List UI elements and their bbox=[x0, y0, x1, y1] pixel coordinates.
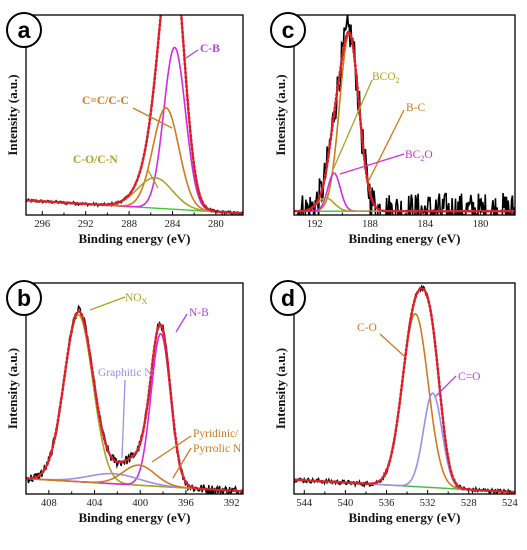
fit-envelope bbox=[26, 309, 243, 493]
panel-letter-badge bbox=[270, 280, 306, 316]
x-tick-label: 404 bbox=[87, 498, 104, 509]
panel-letter: a bbox=[18, 17, 31, 43]
annotation-label: N-B bbox=[189, 307, 209, 319]
annotation-label: Pyridinic/ bbox=[193, 428, 239, 440]
x-tick-label: 532 bbox=[420, 498, 436, 509]
fit-envelope bbox=[294, 286, 515, 494]
x-tick-label: 524 bbox=[502, 498, 519, 509]
annotation-label: BC2O bbox=[405, 149, 433, 163]
x-axis-title: Binding energy (eV) bbox=[349, 510, 461, 525]
component-c-c-c-c bbox=[26, 107, 243, 215]
plot-area bbox=[294, 284, 515, 494]
raw-data-line bbox=[26, 304, 243, 494]
annotation-leader bbox=[121, 379, 126, 459]
panel-a: 296 292 288 284 280 Binding energy (eV) Intens… bbox=[5, 12, 244, 246]
annotation-leader bbox=[379, 333, 405, 357]
plot-area bbox=[26, 304, 243, 494]
x-tick-label: 536 bbox=[379, 498, 395, 509]
y-axis-title: Intensity (a.u.) bbox=[5, 348, 20, 429]
panel-letter: c bbox=[282, 17, 295, 43]
raw-data-line bbox=[294, 284, 515, 494]
x-tick-label: 400 bbox=[132, 498, 148, 509]
component-b-c bbox=[294, 33, 515, 212]
x-tick-label: 292 bbox=[78, 219, 94, 230]
plot-frame bbox=[25, 14, 244, 216]
x-tick-label: 396 bbox=[178, 498, 194, 509]
annotation-label: BCO2 bbox=[372, 71, 400, 85]
annotation-leader bbox=[435, 375, 457, 397]
fit-envelope bbox=[26, 15, 243, 215]
x-axis-title: Binding energy (eV) bbox=[79, 231, 191, 246]
annotation-leader bbox=[175, 313, 188, 333]
component-c-o bbox=[294, 392, 515, 494]
x-axis-title: Binding energy (eV) bbox=[349, 231, 461, 246]
panel-b: 408 404 400 396 392 Binding energy (eV) Intens… bbox=[5, 280, 244, 525]
x-tick-label: 180 bbox=[473, 219, 489, 230]
plot-frame bbox=[293, 14, 516, 216]
x-tick-label: 296 bbox=[34, 219, 50, 230]
x-tick-label: 540 bbox=[338, 498, 354, 509]
panel-letter: b bbox=[17, 285, 31, 311]
raw-data-line bbox=[26, 15, 243, 215]
panel-letter: d bbox=[281, 285, 295, 311]
panel-d: 544 540 536 532 528 524 Binding energy (eV) Int… bbox=[270, 280, 519, 525]
x-tick-label: 288 bbox=[121, 219, 137, 230]
annotation-leader bbox=[151, 435, 192, 463]
plot-area bbox=[294, 15, 515, 215]
annotation-leader bbox=[339, 153, 405, 175]
annotation-leader bbox=[132, 107, 173, 129]
panel-letter-badge bbox=[6, 12, 42, 48]
plot-area bbox=[26, 15, 243, 215]
panel-letter-badge bbox=[270, 12, 306, 48]
x-tick-label: 280 bbox=[208, 219, 224, 230]
annotation-label: C-B bbox=[200, 43, 220, 55]
annotation-label: C-O bbox=[357, 322, 377, 334]
x-tick-label: 188 bbox=[362, 219, 378, 230]
annotation-label: C=C/C-C bbox=[82, 95, 129, 107]
annotation-leader bbox=[147, 169, 159, 189]
annotation-label: B-C bbox=[406, 102, 426, 114]
annotation-leader bbox=[185, 49, 199, 59]
x-tick-label: 408 bbox=[41, 498, 57, 509]
annotation-leader bbox=[367, 109, 405, 183]
panel-letter-badge bbox=[6, 280, 42, 316]
annotation-label: Pyrrolic N bbox=[193, 443, 242, 455]
x-tick-label: 192 bbox=[307, 219, 323, 230]
annotation-leader bbox=[331, 79, 373, 173]
annotation-leader bbox=[89, 296, 126, 311]
plot-frame bbox=[25, 282, 244, 495]
annotation-label: C=O bbox=[458, 371, 480, 383]
x-tick-label: 392 bbox=[224, 498, 240, 509]
y-axis-title: Intensity (a.u.) bbox=[5, 74, 20, 155]
x-tick-label: 184 bbox=[417, 219, 434, 230]
panel-c: 192 188 184 180 Binding energy (eV) Intensity… bbox=[270, 12, 516, 246]
x-tick-label: 528 bbox=[461, 498, 477, 509]
x-axis-title: Binding energy (eV) bbox=[79, 510, 191, 525]
annotation-label: C-O/C-N bbox=[73, 154, 118, 166]
y-axis-title: Intensity (a.u.) bbox=[273, 74, 288, 155]
fit-envelope bbox=[294, 29, 515, 213]
x-tick-label: 544 bbox=[296, 498, 313, 509]
plot-frame bbox=[293, 282, 516, 495]
y-axis-title: Intensity (a.u.) bbox=[273, 348, 288, 429]
annotation-label: NOX bbox=[125, 292, 148, 306]
x-tick-label: 284 bbox=[165, 219, 182, 230]
component-c-o bbox=[294, 312, 515, 494]
annotation-leader bbox=[172, 447, 192, 479]
annotation-label: Graphitic N bbox=[98, 367, 153, 379]
